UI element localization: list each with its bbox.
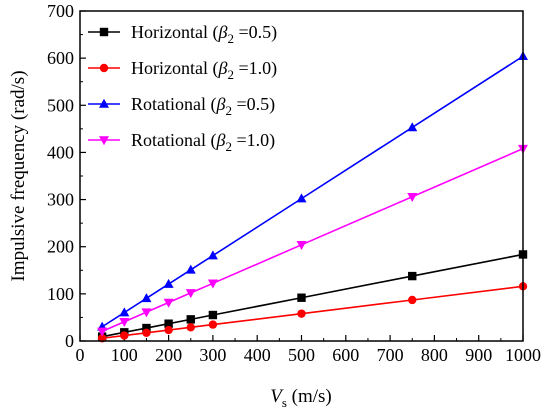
data-point [407,192,418,202]
legend-label: Rotational (β2 =1.0) [131,130,275,154]
y-tick-label: 600 [47,48,74,68]
data-point [297,309,306,318]
data-point [296,193,307,203]
data-point [408,295,417,305]
data-point [163,298,174,308]
x-tick-label: 500 [288,345,315,365]
data-point [185,289,196,299]
x-axis-title-subscript: s [282,395,287,410]
ticks-layer: 0 100 200 300 400 500 600 700 800 900 1000 0 100 200 3… [47,1,541,365]
legend-marker [99,98,109,108]
y-tick-label: 200 [47,237,74,257]
data-point [142,323,151,333]
legend-label: Horizontal (β2 =0.5) [131,22,277,46]
x-tick-label: 400 [244,345,271,365]
legend-label: Rotational (β2 =0.5) [131,94,275,118]
x-tick-label: 200 [155,345,182,365]
x-axis-title: Vs (m/s) [270,386,332,410]
y-tick-label: 0 [65,331,74,351]
data-point [208,310,218,320]
series-3 [97,51,528,331]
data-point [185,264,196,274]
data-point [164,319,173,328]
data-point [186,315,195,324]
legend-marker [99,136,109,146]
x-axis-title-unit: (m/s) [287,386,332,407]
x-tick-label: 900 [465,345,492,365]
legend-marker [99,27,109,37]
x-tick-label: 300 [199,345,226,365]
data-point [296,241,307,251]
data-point [141,293,152,303]
data-point [97,327,108,337]
x-tick-label: 800 [421,345,448,365]
series-layer [97,51,528,343]
legend-item: Rotational (β2 =1.0) [88,130,275,154]
plot-area-frame [79,10,524,342]
legend-item: Rotational (β2 =0.5) [88,94,275,118]
data-point [407,122,418,132]
legend-label: Horizontal (β2 =1.0) [131,58,277,82]
y-tick-label: 100 [47,284,74,304]
legend: Horizontal (β2 =0.5) Horizontal (β2 =1.0)… [88,22,277,154]
data-point [207,250,218,260]
x-tick-label: 0 [76,345,85,365]
data-point [119,307,130,317]
data-point [142,328,151,337]
data-point [164,325,173,335]
data-point [297,293,306,302]
x-axis-title-variable: V [270,386,284,407]
legend-item: Horizontal (β2 =0.5) [88,22,277,46]
legend-marker [99,63,109,73]
y-tick-label: 400 [47,142,74,162]
data-point [186,323,195,332]
data-point [119,317,130,327]
data-point [408,271,417,281]
data-point [141,308,152,318]
y-tick-label: 500 [47,95,74,115]
data-point [163,278,174,288]
data-point [208,320,218,329]
series-line [101,147,524,333]
series-1 [97,250,528,341]
series-2 [97,282,528,343]
series-4 [97,144,528,337]
legend-item: Horizontal (β2 =1.0) [88,58,277,82]
data-point [120,331,129,340]
x-tick-label: 600 [332,345,359,365]
data-point [207,279,218,289]
y-tick-label: 300 [47,190,74,210]
y-tick-label: 700 [47,1,74,21]
x-tick-label: 1000 [505,345,541,365]
x-tick-label: 700 [377,345,404,365]
y-axis-title: Impulsive frequency (rad/s) [8,70,29,281]
x-tick-label: 100 [111,345,138,365]
